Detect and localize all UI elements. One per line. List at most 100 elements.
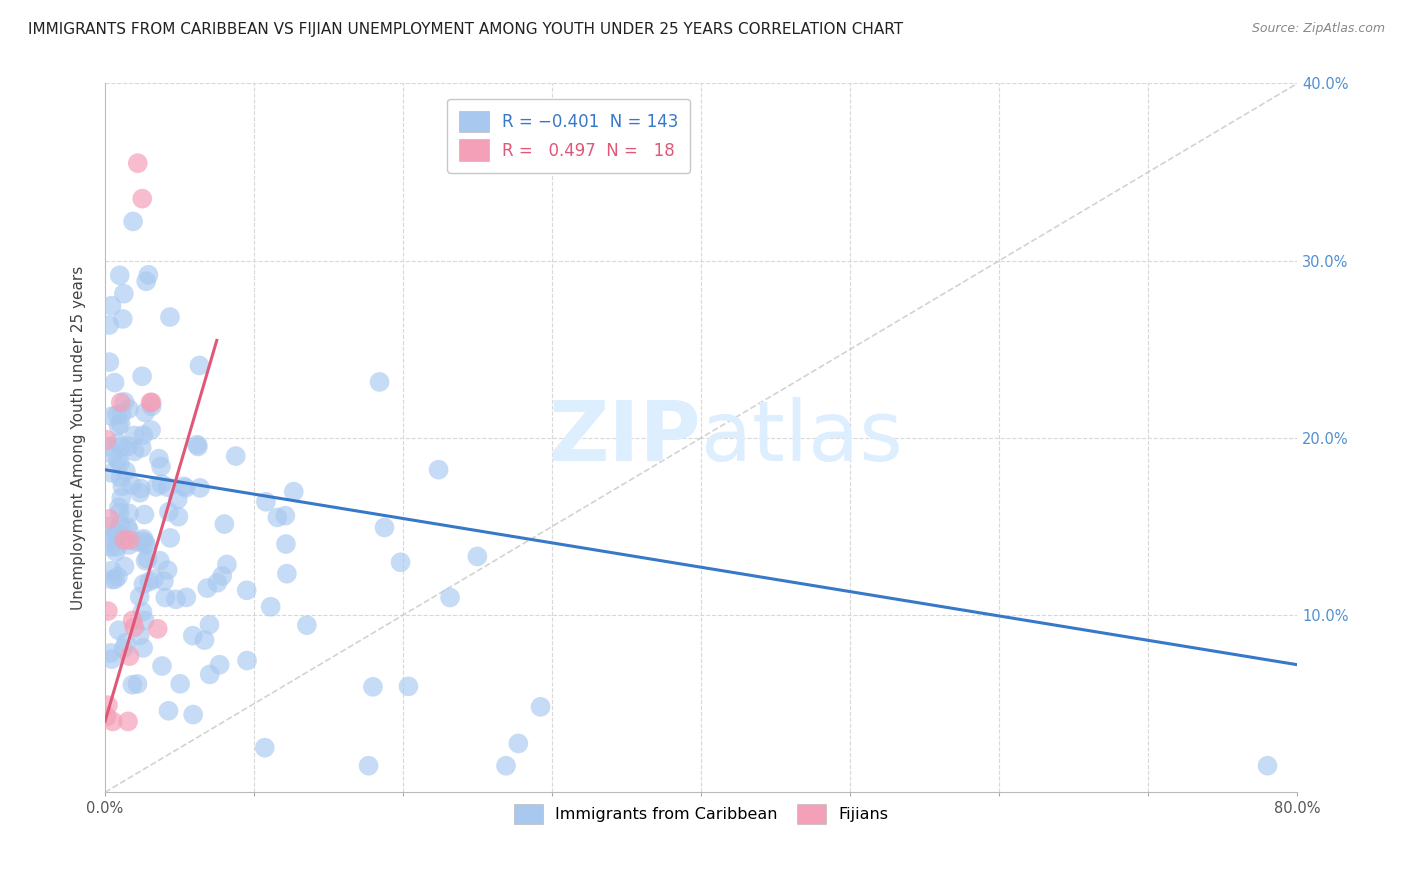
Point — [173, 479, 195, 493]
Point — [208, 657, 231, 672]
Point — [127, 156, 149, 170]
Point — [156, 480, 179, 494]
Point — [135, 554, 157, 568]
Point — [135, 274, 157, 288]
Point — [174, 481, 197, 495]
Point — [132, 577, 155, 591]
Point — [150, 659, 173, 673]
Text: atlas: atlas — [702, 397, 903, 478]
Point — [108, 456, 131, 470]
Point — [98, 512, 121, 526]
Point — [108, 506, 131, 520]
Point — [108, 500, 131, 515]
Point — [187, 440, 209, 454]
Point — [235, 583, 257, 598]
Point — [253, 740, 276, 755]
Point — [104, 544, 127, 558]
Point — [141, 400, 163, 414]
Point — [134, 614, 156, 628]
Text: ZIP: ZIP — [548, 397, 702, 478]
Point — [112, 533, 135, 547]
Point — [131, 605, 153, 619]
Point — [132, 532, 155, 546]
Point — [110, 491, 132, 505]
Point — [207, 575, 229, 590]
Point — [159, 310, 181, 324]
Point — [110, 417, 132, 431]
Point — [274, 508, 297, 523]
Point — [124, 444, 146, 458]
Legend: Immigrants from Caribbean, Fijians: Immigrants from Caribbean, Fijians — [505, 794, 898, 834]
Point — [139, 395, 162, 409]
Point — [117, 439, 139, 453]
Point — [361, 680, 384, 694]
Point — [117, 714, 139, 729]
Point — [121, 478, 143, 492]
Point — [254, 495, 277, 509]
Point — [214, 517, 236, 532]
Point — [96, 709, 118, 723]
Point — [110, 395, 132, 409]
Point — [153, 574, 176, 589]
Point — [149, 459, 172, 474]
Point — [134, 538, 156, 552]
Point — [165, 592, 187, 607]
Point — [105, 540, 128, 554]
Point — [127, 677, 149, 691]
Point — [195, 581, 218, 595]
Point — [132, 533, 155, 548]
Point — [134, 508, 156, 522]
Point — [134, 405, 156, 419]
Point — [128, 628, 150, 642]
Point — [225, 449, 247, 463]
Point — [132, 428, 155, 442]
Point — [467, 549, 489, 564]
Point — [198, 617, 221, 632]
Point — [155, 591, 177, 605]
Point — [98, 355, 121, 369]
Point — [131, 369, 153, 384]
Point — [357, 758, 380, 772]
Point — [169, 677, 191, 691]
Point — [193, 633, 215, 648]
Point — [188, 481, 211, 495]
Point — [117, 520, 139, 534]
Point — [166, 492, 188, 507]
Point — [97, 698, 120, 713]
Point — [110, 518, 132, 533]
Point — [368, 375, 391, 389]
Text: IMMIGRANTS FROM CARIBBEAN VS FIJIAN UNEMPLOYMENT AMONG YOUTH UNDER 25 YEARS CORR: IMMIGRANTS FROM CARIBBEAN VS FIJIAN UNEM… — [28, 22, 903, 37]
Y-axis label: Unemployment Among Youth under 25 years: Unemployment Among Youth under 25 years — [72, 266, 86, 610]
Point — [508, 736, 530, 750]
Point — [105, 525, 128, 540]
Point — [100, 299, 122, 313]
Point — [1257, 758, 1279, 772]
Point — [128, 590, 150, 604]
Point — [108, 268, 131, 283]
Point — [101, 714, 124, 729]
Point — [439, 591, 461, 605]
Point — [295, 618, 318, 632]
Point — [105, 408, 128, 422]
Point — [188, 359, 211, 373]
Point — [111, 440, 134, 454]
Point — [138, 574, 160, 589]
Point — [107, 453, 129, 467]
Point — [145, 480, 167, 494]
Point — [101, 466, 124, 480]
Point — [495, 758, 517, 772]
Point — [124, 620, 146, 634]
Point — [156, 563, 179, 577]
Point — [143, 572, 166, 586]
Point — [198, 667, 221, 681]
Point — [97, 604, 120, 618]
Point — [529, 699, 551, 714]
Point — [138, 268, 160, 282]
Point — [121, 614, 143, 628]
Point — [114, 559, 136, 574]
Point — [101, 573, 124, 587]
Point — [101, 652, 124, 666]
Point — [127, 535, 149, 549]
Point — [118, 649, 141, 664]
Point — [157, 505, 180, 519]
